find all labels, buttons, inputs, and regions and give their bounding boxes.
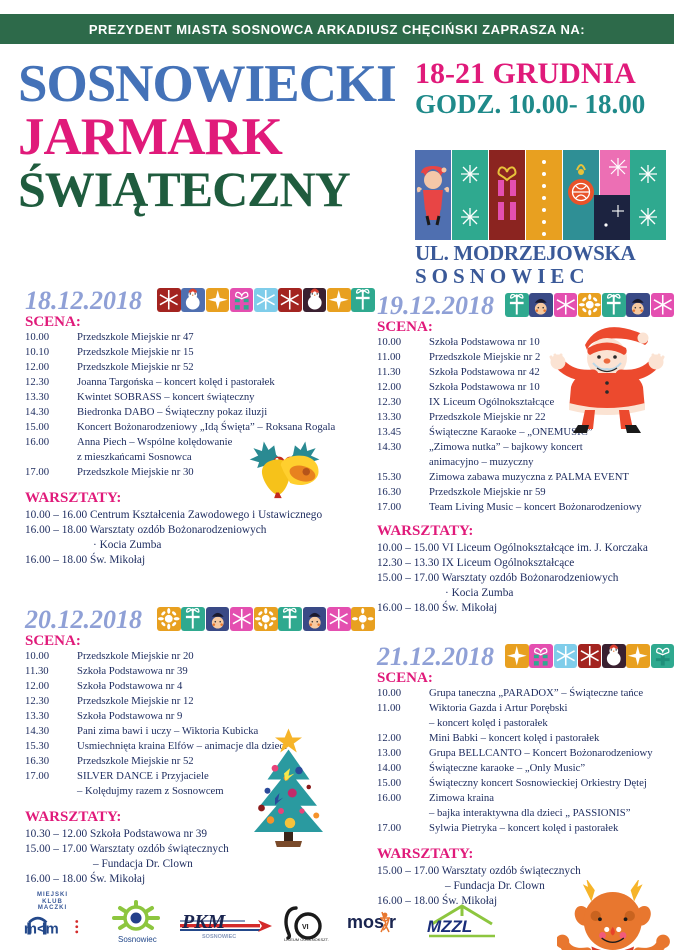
svg-text:SOSNOWIEC: SOSNOWIEC [202, 934, 236, 940]
svg-text:r: r [389, 912, 396, 932]
svg-text:MZZL: MZZL [427, 917, 472, 936]
svg-text:PKM: PKM [181, 911, 227, 933]
svg-text:m<m: m<m [24, 921, 59, 937]
svg-text:LICEUM OGÓLNOKSZT.: LICEUM OGÓLNOKSZT. [284, 937, 329, 942]
svg-text:mos: mos [347, 912, 384, 932]
svg-text:VI: VI [302, 924, 309, 931]
svg-text:Sosnowiec: Sosnowiec [118, 935, 157, 944]
